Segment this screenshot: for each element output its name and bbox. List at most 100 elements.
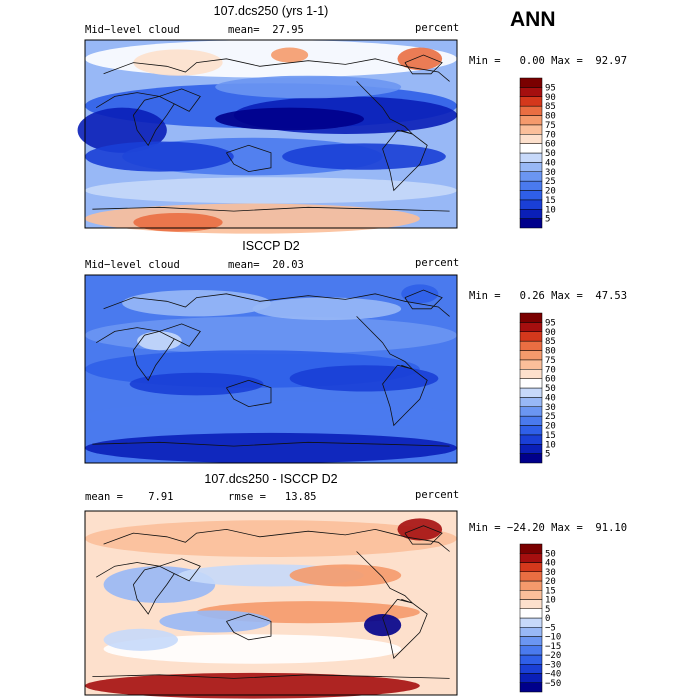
colorbar-level-label: 10 <box>545 440 556 450</box>
colorbar-level-label: 80 <box>545 112 556 122</box>
colorbar-swatch <box>519 682 543 693</box>
coastline-4 <box>226 613 272 641</box>
colorbar-swatch <box>519 124 543 135</box>
panel-2-map <box>84 274 458 464</box>
coastline-1 <box>103 293 450 317</box>
colorbar-level-label: 20 <box>545 422 556 432</box>
coastline-4 <box>226 144 272 173</box>
colorbar-swatch <box>519 608 543 619</box>
map-region-8 <box>122 290 271 317</box>
colorbar-swatch <box>519 406 543 417</box>
coastline-3 <box>95 323 201 347</box>
map-region-10 <box>397 47 443 71</box>
panel-1-minmax: Min = 0.00 Max = 92.97 <box>469 55 628 67</box>
coastline-2 <box>132 565 175 615</box>
map-region-6 <box>159 610 271 633</box>
panel-3-mean: mean = 7.91 <box>85 491 174 503</box>
colorbar-swatch <box>519 359 543 370</box>
map-region-9 <box>133 49 223 76</box>
map-region-15 <box>215 75 402 99</box>
colorbar-level-label: 70 <box>545 365 556 375</box>
colorbar-level-label: 20 <box>545 577 556 587</box>
panel-2-field-label: Mid−level cloud <box>85 259 180 271</box>
coastline-2 <box>132 95 175 147</box>
colorbar-swatch <box>519 453 543 464</box>
colorbar-level-label: 5 <box>545 605 550 615</box>
colorbar-level-label: 10 <box>545 596 556 606</box>
colorbar-swatch <box>519 322 543 332</box>
colorbar-swatch <box>519 664 543 674</box>
colorbar-level-label: −30 <box>545 660 561 670</box>
panel-2-mean: mean= 20.03 <box>228 259 304 271</box>
colorbar-swatch <box>519 180 543 191</box>
colorbar-level-label: 15 <box>545 586 556 596</box>
colorbar-swatch <box>519 96 543 107</box>
map-region-2 <box>397 518 443 541</box>
colorbar-swatch <box>519 199 543 210</box>
colorbar-swatch <box>519 87 543 97</box>
map-frame <box>84 510 458 696</box>
colorbar-level-label: 80 <box>545 347 556 357</box>
coastline-6 <box>382 598 428 660</box>
map-region-3 <box>289 365 439 392</box>
map-region-11 <box>289 564 402 587</box>
colorbar-swatch <box>519 645 543 656</box>
colorbar-level-label: 15 <box>545 431 556 441</box>
colorbar-level-label: 40 <box>545 559 556 569</box>
colorbar-swatch <box>519 77 543 88</box>
colorbar-swatch <box>519 553 543 563</box>
colorbar-level-label: 90 <box>545 328 556 338</box>
colorbar-swatch <box>519 580 543 591</box>
colorbar-swatch <box>519 312 543 323</box>
colorbar-swatch <box>519 115 543 126</box>
colorbar-level-label: −40 <box>545 670 561 680</box>
colorbar-level-label: 50 <box>545 384 556 394</box>
coastline-8 <box>404 289 443 310</box>
map-frame <box>84 274 458 464</box>
colorbar-swatch <box>519 425 543 436</box>
colorbar-level-label: 20 <box>545 187 556 197</box>
colorbar-level-label: 30 <box>545 168 556 178</box>
colorbar-level-label: −50 <box>545 679 561 689</box>
panel-2-units: percent <box>415 257 460 269</box>
colorbar-level-label: 70 <box>545 130 556 140</box>
colorbar-swatch <box>519 171 543 182</box>
coastline-6 <box>382 364 428 427</box>
colorbar-swatch <box>519 218 543 229</box>
colorbar-swatch <box>519 152 543 163</box>
colorbar-level-label: −20 <box>545 651 561 661</box>
colorbar-level-label: 30 <box>545 568 556 578</box>
coastline-7 <box>92 206 450 212</box>
panel-3-title: 107.dcs250 - ISCCP D2 <box>204 472 338 486</box>
map-region-4 <box>77 107 167 153</box>
map-field-1 <box>77 40 457 234</box>
panel-1-title: 107.dcs250 (yrs 1-1) <box>213 4 329 18</box>
map-region-14 <box>133 212 223 232</box>
colorbar-swatch <box>519 590 543 600</box>
map-region-9 <box>252 297 402 321</box>
colorbar-level-label: 25 <box>545 412 556 422</box>
panel-1-map <box>77 39 458 234</box>
panel-3-map <box>84 510 458 699</box>
colorbar-level-label: 5 <box>545 450 550 460</box>
colorbar-level-label: 95 <box>545 83 556 93</box>
colorbar-swatch <box>519 369 543 379</box>
map-region-6 <box>85 432 457 463</box>
colorbar-swatch <box>519 562 543 572</box>
colorbar-swatch <box>519 654 543 665</box>
colorbar-swatch <box>519 134 543 144</box>
coastline-8 <box>404 525 443 545</box>
map-region-7 <box>401 284 439 304</box>
colorbar-swatch <box>519 627 543 637</box>
map-region-9 <box>85 672 420 699</box>
coastline-7 <box>92 674 450 679</box>
colorbar-level-label: 30 <box>545 403 556 413</box>
coastline-1 <box>103 58 450 82</box>
map-region-4 <box>129 372 264 396</box>
colorbar-level-label: 60 <box>545 375 556 385</box>
panel-3-units: percent <box>415 489 460 501</box>
colorbar-swatch <box>519 444 543 454</box>
colorbar-level-label: 0 <box>545 614 550 624</box>
